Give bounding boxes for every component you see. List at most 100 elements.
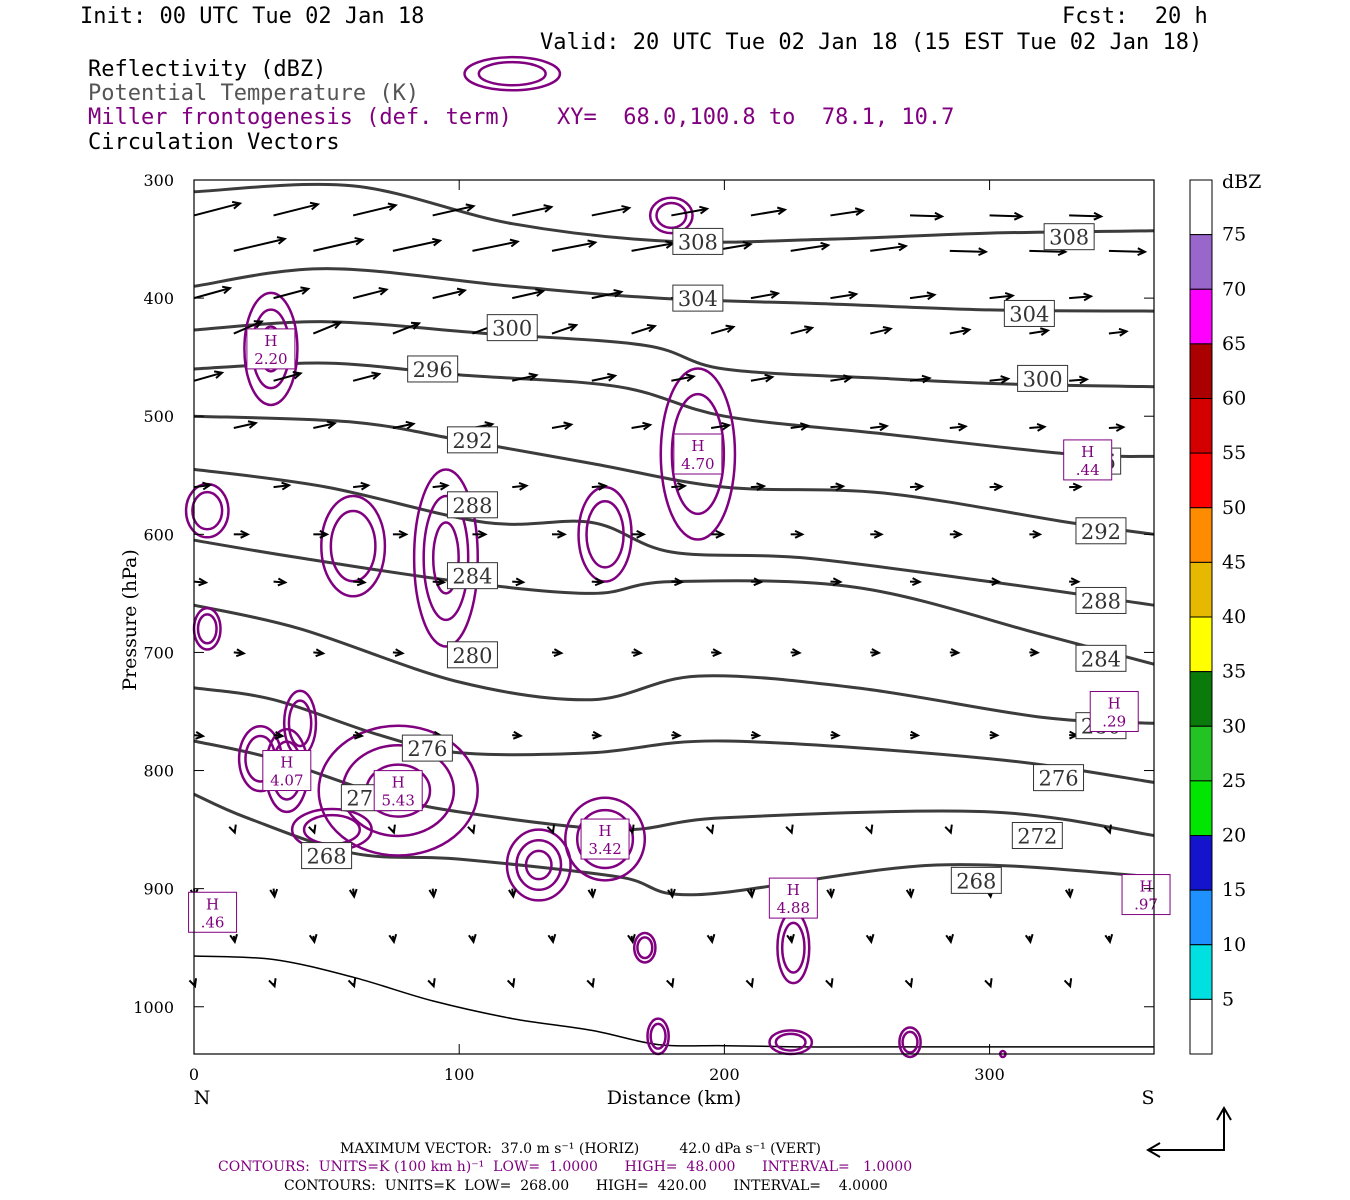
circulation-vector [1103, 824, 1112, 835]
svg-text:268: 268 [956, 869, 996, 893]
circulation-vector [830, 374, 854, 383]
x-axis-label: Distance (km) [607, 1087, 742, 1109]
frontogenesis-contour [524, 849, 553, 881]
circulation-vector [750, 373, 775, 383]
circulation-vector [591, 577, 605, 587]
svg-text:H: H [1081, 443, 1094, 461]
colorbar-swatch [1189, 780, 1213, 836]
svg-text:284: 284 [452, 565, 492, 589]
circulation-vector [193, 200, 243, 217]
circulation-vector [551, 239, 598, 252]
circulation-vector [671, 373, 696, 382]
frontogenesis-contour [463, 55, 562, 92]
circulation-vector [193, 731, 206, 740]
circulation-vector [671, 577, 685, 587]
svg-text:.29: .29 [1102, 712, 1126, 730]
circulation-vector [269, 888, 279, 899]
circulation-vector [552, 529, 567, 539]
theta-contour-308 [193, 182, 1155, 244]
svg-text:3.42: 3.42 [588, 840, 621, 858]
circulation-vector [790, 422, 811, 431]
colorbar-label: 55 [1222, 442, 1246, 464]
circulation-vector [989, 375, 1011, 384]
svg-text:H: H [1108, 694, 1121, 712]
circulation-vector [786, 933, 795, 945]
svg-text:292: 292 [452, 429, 492, 453]
circulation-vector [909, 577, 923, 587]
field-vectors-label: Circulation Vectors [88, 130, 340, 155]
circulation-vector [790, 529, 805, 539]
circulation-vector [591, 204, 632, 217]
circulation-vector [710, 421, 732, 431]
circulation-vector [392, 648, 405, 658]
circulation-vector [750, 730, 762, 740]
colorbar-label: 75 [1222, 224, 1246, 246]
circulation-vector [745, 978, 754, 989]
circulation-vector [352, 202, 398, 217]
circulation-vector [671, 730, 682, 740]
svg-text:304: 304 [1009, 302, 1049, 326]
circulation-vector [388, 933, 398, 945]
theta-contour-296 [193, 361, 1155, 458]
circulation-vector [631, 323, 658, 335]
circulation-vector [313, 529, 330, 539]
theta-label-276: 276 [1033, 764, 1085, 792]
colorbar-swatch [1189, 179, 1213, 236]
svg-text:276: 276 [407, 737, 447, 761]
circulation-vector [790, 241, 831, 252]
circulation-vector [273, 730, 285, 740]
theta-label-304: 304 [672, 284, 724, 312]
frontogenesis-contour [422, 494, 470, 622]
circulation-vector [392, 237, 443, 252]
circulation-vector [1029, 529, 1043, 539]
circulation-vector [432, 287, 468, 300]
forecast-hour-text: Fcst: 20 h [1062, 4, 1208, 29]
theta-contour-284 [193, 538, 1155, 666]
circulation-vector [750, 290, 781, 300]
circulation-vector [750, 482, 767, 491]
circulation-vector [864, 824, 874, 835]
footer-fronto-contours: CONTOURS: UNITS=K (100 km h)⁻¹ LOW= 1.00… [218, 1159, 912, 1175]
circulation-vector [1029, 648, 1040, 657]
frontogenesis-contour [329, 509, 377, 583]
circulation-vector [909, 482, 925, 492]
theta-label-308: 308 [672, 227, 724, 255]
frontogenesis-contour [655, 201, 688, 230]
circulation-vector [631, 240, 676, 252]
frontogenesis-max-label: H3.42 [580, 818, 630, 860]
svg-text:276: 276 [1038, 767, 1078, 791]
svg-text:284: 284 [1081, 647, 1121, 671]
circulation-vector [193, 577, 209, 587]
circulation-vector [830, 482, 846, 492]
frontogenesis-max-label: H4.88 [768, 877, 818, 919]
frontogenesis-contour [670, 392, 726, 516]
circulation-vector [870, 529, 884, 539]
frontogenesis-contour [287, 699, 313, 748]
circulation-vector [989, 730, 1000, 740]
circulation-vector [631, 421, 653, 431]
circulation-vector [347, 978, 357, 989]
circulation-vector [392, 420, 416, 430]
colorbar-swatch [1189, 998, 1213, 1055]
colorbar-swatch [1189, 561, 1213, 618]
field-reflectivity-label: Reflectivity (dBZ) [88, 57, 327, 82]
circulation-vector [348, 888, 358, 899]
svg-text:H: H [280, 754, 293, 772]
circulation-vector [591, 372, 618, 382]
circulation-vector [949, 247, 989, 257]
circulation-vector [551, 421, 574, 431]
circulation-vector [666, 978, 675, 989]
circulation-vector [711, 529, 726, 539]
frontogenesis-contour [632, 931, 657, 964]
frontogenesis-contour [575, 808, 635, 870]
circulation-vector [870, 422, 890, 432]
circulation-vector [308, 933, 318, 945]
colorbar-swatch [1189, 889, 1213, 946]
circulation-vector [830, 730, 841, 740]
svg-text:H: H [787, 881, 800, 899]
colorbar-label: 10 [1222, 934, 1246, 956]
y-axis-label: Pressure (hPa) [119, 549, 141, 691]
circulation-vector [790, 648, 802, 657]
colorbar-label: 40 [1222, 606, 1246, 628]
circulation-vector [1108, 327, 1129, 337]
